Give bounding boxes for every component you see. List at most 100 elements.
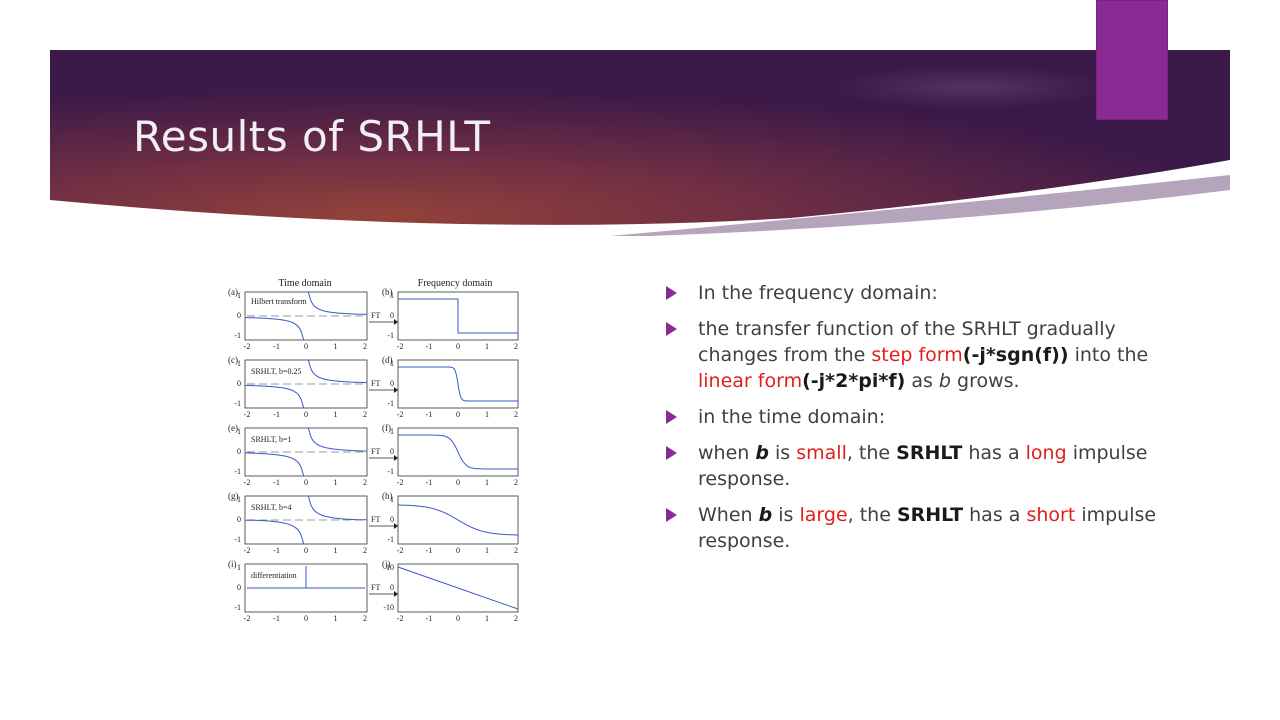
x-tick-label: -1 [426,546,433,555]
panel-label: SRHLT, b=4 [251,503,292,512]
x-tick-label: 1 [334,342,338,351]
slide-title: Results of SRHLT [133,112,491,161]
bullet-arrow-icon [666,508,677,522]
frequency-curve [398,366,518,402]
x-tick-label: -2 [244,342,251,351]
x-tick-label: 2 [514,478,518,487]
ft-label: FT [371,447,380,456]
x-tick-label: -1 [273,614,280,623]
y-tick-label: -1 [234,535,241,544]
y-tick-label: -1 [234,467,241,476]
bullet-arrow-icon [666,286,677,300]
ft-label: FT [371,311,380,320]
time-curve-differentiation [305,566,365,589]
x-tick-label: -2 [397,614,404,623]
linear-formula: (-j*2*pi*f) [802,370,906,392]
time-curve-negative [245,384,305,409]
x-tick-label: 2 [363,614,367,623]
panel-letter: (a) [228,287,238,297]
bullet-4-text: when [698,442,756,464]
bullet-4-text: impulse response. [698,442,1148,490]
panel-letter: (h) [382,491,393,501]
srhlt-text: SRHLT [896,504,964,526]
x-tick-label: 2 [363,342,367,351]
y-tick-label: 0 [390,515,394,524]
frequency-curve [398,434,518,470]
accent-tab [1096,0,1168,120]
bullet-arrow-icon [666,410,677,424]
y-tick-label: 0 [390,311,394,320]
y-tick-label: 1 [237,291,241,300]
b-variable: b [755,442,769,464]
y-tick-label: 0 [237,447,241,456]
x-tick-label: 0 [304,614,308,623]
panel-letter: (b) [382,287,393,297]
small-text: small [796,442,847,464]
bullet-arrow-icon [666,446,677,460]
x-tick-label: 1 [485,478,489,487]
frequency-domain-header: Frequency domain [418,278,493,289]
long-text: long [1025,442,1067,464]
x-tick-label: 2 [363,478,367,487]
x-tick-label: -1 [273,410,280,419]
y-tick-label: -1 [387,467,394,476]
y-tick-label: -10 [383,603,394,612]
y-tick-label: 0 [237,583,241,592]
y-tick-label: 1 [237,359,241,368]
bullet-1-text: In the frequency domain: [698,282,938,304]
x-tick-label: -1 [426,614,433,623]
bullet-4: when b is small, the SRHLT has a long im… [662,440,1162,492]
srhlt-figure: Time domain Frequency domain (a) (b)1 10 0-… [228,278,519,623]
ft-arrow-head [394,455,398,461]
y-tick-label: 0 [237,379,241,388]
y-tick-label: 1 [237,427,241,436]
frequency-curve [398,298,518,334]
y-tick-label: 1 [390,359,394,368]
x-tick-label: 2 [514,614,518,623]
panel-label: Hilbert transform [251,297,308,306]
bullet-5-text: is [772,504,800,526]
x-tick-label: 2 [514,410,518,419]
y-tick-label: -1 [234,603,241,612]
y-tick-label: 10 [386,563,394,572]
x-tick-label: -1 [426,478,433,487]
panel-label: differentiation [251,571,297,580]
bullet-2-text: into the [1068,344,1149,366]
panel-letter: (g) [228,491,239,501]
x-tick-label: 1 [334,546,338,555]
x-tick-label: -2 [397,342,404,351]
bullet-2: the transfer function of the SRHLT gradu… [662,316,1162,394]
x-tick-label: 1 [485,410,489,419]
frequency-curve [397,566,519,610]
bullet-3-text: in the time domain: [698,406,886,428]
bullet-1: In the frequency domain: [662,280,1162,306]
bullet-2-text: the transfer function of the SRHLT gradu… [698,318,1116,366]
time-curve-positive [306,427,367,452]
x-tick-label: -1 [273,546,280,555]
y-tick-label: 1 [390,495,394,504]
x-tick-label: 1 [485,546,489,555]
x-tick-label: -2 [244,546,251,555]
y-tick-label: -1 [387,399,394,408]
ft-arrow-head [394,523,398,529]
y-tick-label: 1 [237,563,241,572]
bullet-2-text: as [905,370,939,392]
bullet-5-text: , the [847,504,897,526]
x-tick-label: 0 [456,342,460,351]
bullet-arrow-icon [666,322,677,336]
time-curve-positive [306,291,367,315]
x-tick-label: 0 [456,546,460,555]
bullet-5-text: impulse response. [698,504,1157,552]
time-curve-positive [306,359,367,384]
b-variable: b [758,504,773,526]
y-tick-label: 0 [390,379,394,388]
x-tick-label: -2 [397,410,404,419]
panel-letter: (e) [228,423,238,433]
time-curve-negative [245,317,305,341]
x-tick-label: 1 [334,614,338,623]
x-tick-label: 0 [304,410,308,419]
time-curve-negative [244,519,305,545]
bullet-4-text: , the [846,442,897,464]
y-tick-label: -1 [234,331,241,340]
bullet-list: In the frequency domain: the transfer fu… [662,280,1162,564]
